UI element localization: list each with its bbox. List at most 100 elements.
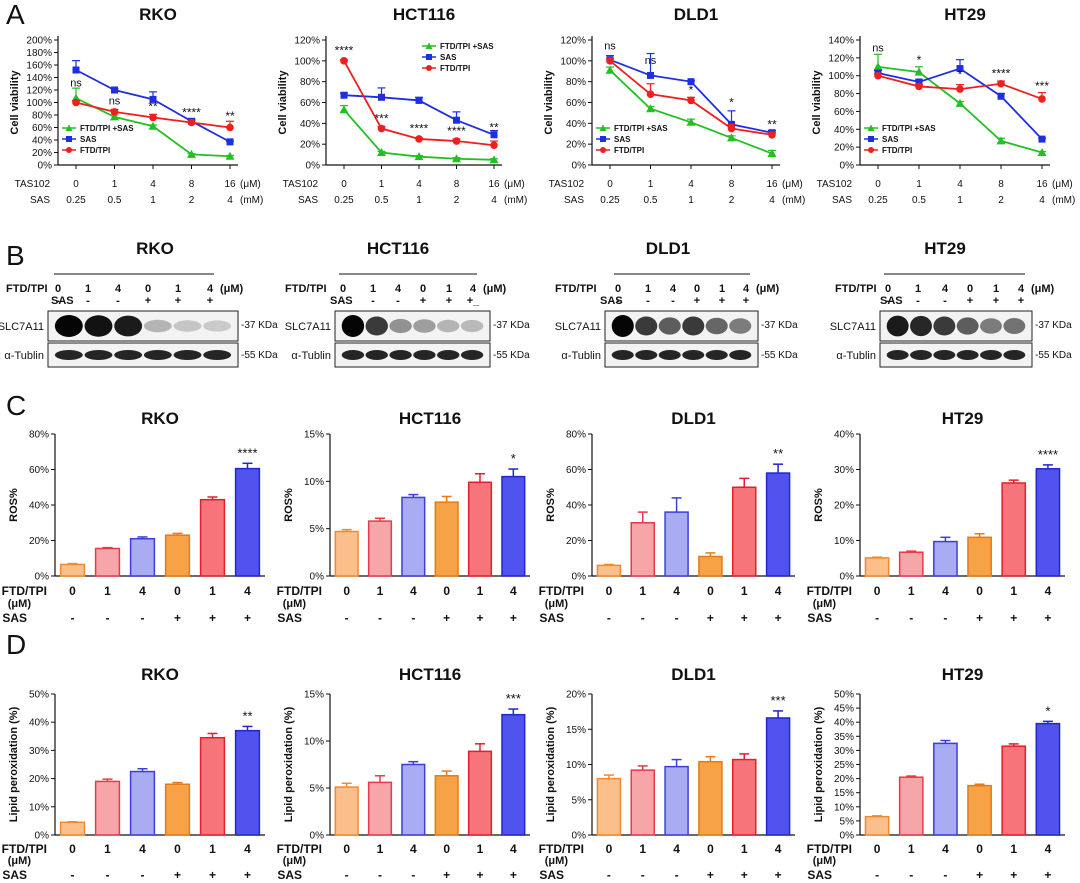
blot-lane-label: 0 [615,283,621,295]
legend-entry: FTD/TPI +SAS [864,124,936,133]
bar [864,557,890,577]
x-tick-label-ftd: 4 [139,584,146,598]
chart-title: RKO [141,665,179,684]
data-point [377,124,386,133]
blot-lane-label: 0 [885,283,891,295]
mw-marker-55: -55 KDa [241,350,278,361]
x-tick-label-tas102: 16 [488,179,500,190]
y-tick-label: 40% [29,501,49,512]
band-slc7a11 [341,315,365,337]
x-tick-label-tas102: 8 [998,179,1004,190]
x-tick-label-sas: + [1044,611,1051,625]
y-axis-label: Cell viability [811,70,823,135]
chart-title: HT29 [942,665,984,684]
chart-title: RKO [141,409,179,428]
y-tick-label: 0% [310,831,325,842]
y-tick-label: 10% [834,536,854,547]
y-tick-label: 20% [300,140,320,151]
y-tick-label: 15% [304,690,324,701]
data-point [187,118,196,127]
data-point [996,136,1006,145]
y-tick-label: 0% [840,831,855,842]
band-slc7a11 [365,316,388,336]
x-tick-label-sas: + [510,611,517,625]
band-tubulin [389,350,412,360]
x-tick-label-ftd: 4 [673,584,680,598]
x-tick-label-sas: 2 [454,195,460,206]
x-tick-label-ftd: 0 [443,842,450,856]
y-tick-label: 180% [26,48,52,59]
blot-lane-label: 4 [942,283,949,295]
x-tick-label-ftd: 1 [1010,842,1017,856]
x-row-unit: (mM) [240,195,263,206]
y-tick-label: 120% [26,86,52,97]
y-tick-label: 60% [834,107,854,118]
y-axis-label: ROS% [283,488,295,522]
x-row-label-ftd: FTD/TPI [2,842,47,856]
series-ftd-tpi [606,57,776,139]
x-tick-label-sas: 4 [769,195,775,206]
x-tick-label-tas102: 1 [648,179,654,190]
band-slc7a11 [956,317,979,335]
bar [765,472,791,577]
significance-annotation: *** [1035,79,1049,93]
bar [898,776,924,836]
x-tick-label-ftd: 1 [477,842,484,856]
blot-lane-label: 0 [694,283,700,295]
data-point [148,121,158,130]
x-tick-label-ftd: 0 [707,842,714,856]
x-tick-label-ftd: 0 [69,842,76,856]
x-tick-label-sas: - [943,611,947,625]
band-tubulin [460,350,484,360]
blot-lane-sign: + [1018,295,1024,307]
blot-lane-label: 0 [55,283,61,295]
legend-entry: FTD/TPI [422,64,470,73]
blot-lane-label: 1 [446,283,452,295]
x-tick-label-sas: + [1010,611,1017,625]
x-tick-label-sas: 2 [998,195,1004,206]
band-slc7a11 [460,319,484,333]
x-tick-label-sas: + [775,611,782,625]
data-point [956,85,964,93]
blot-lane-label: 1 [719,283,725,295]
x-row-unit: (μM) [8,855,32,867]
y-tick-label: 20% [32,148,52,159]
x-tick-label-ftd: 1 [1010,584,1017,598]
x-tick-label-ftd: 0 [606,842,613,856]
x-tick-label-ftd: 0 [606,584,613,598]
blot-lane-label: 1 [915,283,921,295]
x-row-label-sas: SAS [539,611,564,625]
y-tick-label: 5% [310,524,325,535]
x-row-unit: (mM) [1052,195,1075,206]
chart-title: HCT116 [399,665,461,684]
legend-marker [599,124,607,131]
y-tick-label: 20% [834,774,854,785]
data-point [415,135,423,143]
band-tubulin [980,350,1002,360]
blot-lane-sign: + [993,295,999,307]
x-tick-label-sas: + [510,868,517,882]
x-tick-label-ftd: 1 [639,842,646,856]
blot-lane-label: 1 [645,283,651,295]
blot-title: HCT116 [367,239,429,258]
y-tick-label: 0% [35,831,50,842]
x-tick-label-ftd: 1 [908,842,915,856]
x-row-unit: (μM) [813,855,837,867]
significance-annotation: ns [70,77,82,89]
bar [630,522,656,577]
significance-annotation: **** [992,67,1011,81]
bar [1035,468,1061,577]
y-tick-label: 20% [566,140,586,151]
x-tick-label-ftd: 0 [174,584,181,598]
x-tick-label-ftd: 1 [377,842,384,856]
y-tick-label: 40% [834,430,854,441]
y-tick-label: 80% [566,77,586,88]
chart-title: HCT116 [399,409,461,428]
data-point [956,65,964,73]
y-tick-label: 60% [300,98,320,109]
y-tick-label: 20% [29,536,49,547]
band-tubulin [54,350,83,360]
data-point [955,98,965,107]
x-tick-label-sas: 0.25 [66,195,86,206]
